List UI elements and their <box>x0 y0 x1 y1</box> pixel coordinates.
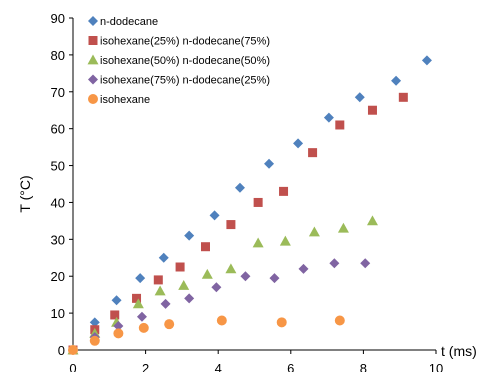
legend-label: isohexane(50%) n-dodecane(50%) <box>100 55 270 67</box>
data-point <box>360 258 371 269</box>
legend-item: isohexane <box>88 94 150 106</box>
x-tick-label: 6 <box>287 361 294 372</box>
legend-label: isohexane(25%) n-dodecane(75%) <box>100 36 270 48</box>
axes: 0 10 20 30 40 50 60 70 80 90 0 2 4 6 8 10 <box>51 11 444 372</box>
x-tick-label: 2 <box>142 361 149 372</box>
data-point <box>160 298 171 309</box>
data-point <box>329 258 340 269</box>
data-point <box>252 237 264 248</box>
data-point <box>89 335 100 346</box>
data-point <box>308 148 318 158</box>
y-tick-label: 20 <box>51 269 65 284</box>
y-tick-label: 70 <box>51 85 65 100</box>
data-point <box>269 273 280 284</box>
data-point <box>334 315 345 326</box>
data-point <box>367 105 377 115</box>
y-tick-label: 40 <box>51 195 65 210</box>
data-point <box>276 317 287 328</box>
legend-marker <box>88 36 98 45</box>
data-point <box>211 282 222 293</box>
data-point <box>154 285 166 296</box>
data-point <box>111 295 122 306</box>
legend-label: n-dodecane <box>100 16 158 28</box>
y-tick-label: 80 <box>51 48 65 63</box>
data-point <box>216 315 227 326</box>
series-0 <box>68 55 432 355</box>
x-tick-label: 8 <box>360 361 367 372</box>
x-axis-label: t (ms) <box>441 343 477 359</box>
y-tick-label: 10 <box>51 306 65 321</box>
series-4 <box>68 315 345 355</box>
legend-item: isohexane(75%) n-dodecane(25%) <box>88 74 270 87</box>
data-point <box>68 345 78 355</box>
data-point <box>110 310 120 320</box>
data-point <box>184 230 195 241</box>
data-point <box>264 158 275 169</box>
data-point <box>175 262 185 272</box>
data-point <box>113 328 124 339</box>
data-point <box>298 263 309 274</box>
series-1 <box>68 92 408 355</box>
legend-item: isohexane(50%) n-dodecane(50%) <box>87 54 270 67</box>
series-layer <box>67 55 432 355</box>
data-point <box>178 279 190 290</box>
data-point <box>184 293 195 304</box>
legend-marker <box>88 74 98 85</box>
data-point <box>138 322 149 333</box>
x-tick-label: 4 <box>215 361 222 372</box>
y-tick-label: 90 <box>51 11 65 26</box>
y-tick-label: 30 <box>51 232 65 247</box>
x-ticks: 0 2 4 6 8 10 <box>69 350 443 372</box>
data-point <box>132 298 144 309</box>
data-point <box>279 186 289 196</box>
legend-item: isohexane(25%) n-dodecane(75%) <box>88 36 270 48</box>
data-point <box>225 263 237 274</box>
legend-label: isohexane(75%) n-dodecane(25%) <box>100 75 270 87</box>
x-tick-label: 10 <box>429 361 443 372</box>
data-point <box>113 321 124 332</box>
legend-marker <box>88 16 98 26</box>
legend-item: n-dodecane <box>88 16 158 28</box>
data-point <box>209 210 220 221</box>
y-ticks: 0 10 20 30 40 50 60 70 80 90 <box>51 11 73 358</box>
x-tick-label: 0 <box>69 361 76 372</box>
data-point <box>366 215 378 226</box>
data-point <box>132 293 142 303</box>
series-3 <box>68 258 371 355</box>
data-point <box>335 120 345 130</box>
data-point <box>201 268 213 279</box>
data-point <box>293 138 304 149</box>
data-point <box>226 220 236 230</box>
data-point <box>323 112 334 123</box>
data-point <box>135 273 146 284</box>
y-axis-label: T (°C) <box>17 175 33 212</box>
legend-marker <box>87 54 99 65</box>
data-point <box>153 275 163 285</box>
data-point <box>308 226 320 237</box>
data-point <box>136 311 147 322</box>
legend: n-dodecane isohexane(25%) n-dodecane(75%)… <box>87 16 270 106</box>
data-point <box>240 271 251 282</box>
y-tick-label: 0 <box>58 343 65 358</box>
data-point <box>337 222 349 233</box>
data-point <box>200 242 210 252</box>
data-point <box>398 92 408 102</box>
y-tick-label: 60 <box>51 122 65 137</box>
data-point <box>354 92 365 103</box>
data-point <box>234 182 245 193</box>
data-point <box>164 319 175 330</box>
data-point <box>391 75 402 86</box>
data-point <box>421 55 432 66</box>
y-tick-label: 50 <box>51 159 65 174</box>
data-point <box>89 317 100 328</box>
data-point <box>279 235 291 246</box>
data-point <box>158 252 169 263</box>
legend-label: isohexane <box>100 94 150 106</box>
data-point <box>253 197 263 207</box>
legend-marker <box>88 94 98 104</box>
